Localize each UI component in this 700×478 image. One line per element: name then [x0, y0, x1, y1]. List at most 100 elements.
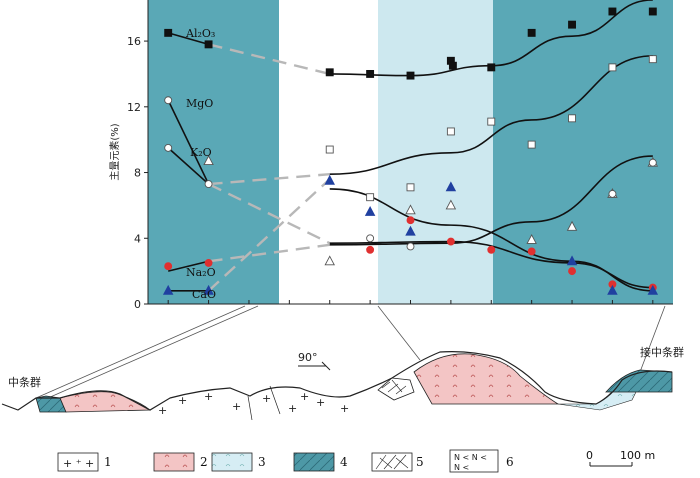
scale-start: 0: [586, 449, 593, 462]
data-point: [487, 117, 496, 126]
trend-line: [329, 55, 653, 175]
data-point: [405, 225, 416, 236]
section-left-label: 中条群: [8, 375, 41, 389]
data-point: [527, 28, 536, 37]
granite-cross: +: [158, 404, 167, 417]
data-point: [446, 127, 455, 136]
data-point: [203, 155, 214, 165]
data-point: [607, 284, 618, 295]
data-point: [445, 181, 457, 192]
trend-line: [208, 182, 331, 245]
data-point: [162, 284, 174, 295]
data-point: [608, 7, 617, 16]
trend-line: [208, 243, 330, 263]
trend-line: [329, 155, 653, 246]
svg-text:N <: N <: [454, 463, 469, 472]
y-tick-label: 4: [134, 232, 141, 245]
data-point: [164, 143, 173, 152]
legend-num-3: 3: [258, 455, 266, 469]
label-na2o: Na₂O: [186, 266, 216, 279]
data-point: [164, 262, 173, 271]
data-point: [406, 71, 415, 80]
data-point: [366, 245, 375, 254]
svg-text:+ ⁺ +: + ⁺ +: [63, 457, 94, 470]
data-point: [648, 7, 657, 16]
data-point: [527, 247, 536, 256]
data-point: [487, 245, 496, 254]
data-point: [204, 180, 213, 188]
data-point: [204, 40, 213, 49]
granite-cross: +: [316, 396, 325, 409]
trend-line: [167, 32, 209, 46]
trend-line: [168, 260, 209, 272]
legend-num-4: 4: [340, 455, 348, 469]
data-point: [364, 206, 376, 216]
trend-line: [167, 99, 210, 185]
legend-num-1: 1: [104, 455, 112, 469]
data-point: [406, 242, 415, 251]
data-point: [325, 145, 334, 154]
data-point: [164, 96, 173, 105]
trend-line: [207, 178, 331, 292]
granite-cross: +: [232, 400, 241, 413]
dip-symbol: 90°: [298, 351, 331, 371]
y-tick-label: 16: [127, 35, 141, 48]
section-teal-right: [605, 369, 673, 393]
granite-cross: +: [262, 392, 271, 405]
data-point: [366, 234, 375, 243]
granite-cross: +: [178, 394, 187, 407]
data-point: [203, 284, 214, 295]
data-point: [566, 220, 578, 231]
legend-num-6: 6: [506, 455, 514, 469]
y-tick-label: 8: [134, 167, 141, 180]
trend-line: [167, 147, 210, 185]
data-point: [568, 20, 576, 29]
cross-section: ++ ++++ + ++: [1, 351, 673, 421]
x-ticks: [167, 300, 654, 304]
data-point: [648, 55, 657, 64]
granite-cross: +: [288, 402, 297, 415]
granite-cross: +: [204, 390, 213, 403]
data-point: [566, 255, 578, 266]
granite-cross: +: [300, 390, 309, 403]
data-point: [324, 174, 335, 185]
data-point: [405, 204, 416, 215]
data-point: [526, 233, 537, 244]
data-point: [366, 193, 375, 202]
scale-end: 100 m: [620, 449, 655, 462]
data-point: [204, 258, 213, 267]
y-ticks: 0 4 8 12 16: [127, 35, 148, 311]
granite-cross: +: [340, 402, 349, 415]
svg-text:N < N <: N < N <: [454, 453, 487, 462]
band-mid-light: [378, 0, 493, 304]
label-mgo: MgO: [186, 97, 213, 110]
label-cao: CaO: [192, 288, 216, 301]
legend-num-2: 2: [200, 455, 208, 469]
granite-crosses: ++ ++++ + ++: [158, 390, 349, 417]
trend-line: [208, 172, 330, 186]
data-point: [366, 69, 375, 78]
trend-line: [329, 240, 653, 289]
section-pink-mid: [413, 353, 560, 405]
data-point: [164, 28, 173, 37]
band-left-dark: [148, 0, 279, 304]
data-point: [325, 68, 334, 77]
data-point: [406, 216, 415, 225]
data-point: [647, 284, 659, 295]
label-al2o3: Al₂O₃: [185, 27, 215, 40]
data-point: [568, 267, 576, 276]
data-point: [324, 255, 335, 266]
data-point: [406, 183, 415, 192]
legend-num-5: 5: [416, 455, 424, 469]
connector-lines: [35, 305, 666, 399]
y-tick-label: 0: [134, 298, 141, 311]
data-point: [487, 63, 496, 72]
y-tick-label: 12: [127, 101, 141, 114]
data-point: [608, 63, 617, 72]
data-points: [162, 7, 659, 295]
data-point: [527, 140, 536, 149]
data-point: [648, 158, 657, 167]
data-point: [568, 114, 576, 123]
section-breccia: [377, 377, 415, 401]
